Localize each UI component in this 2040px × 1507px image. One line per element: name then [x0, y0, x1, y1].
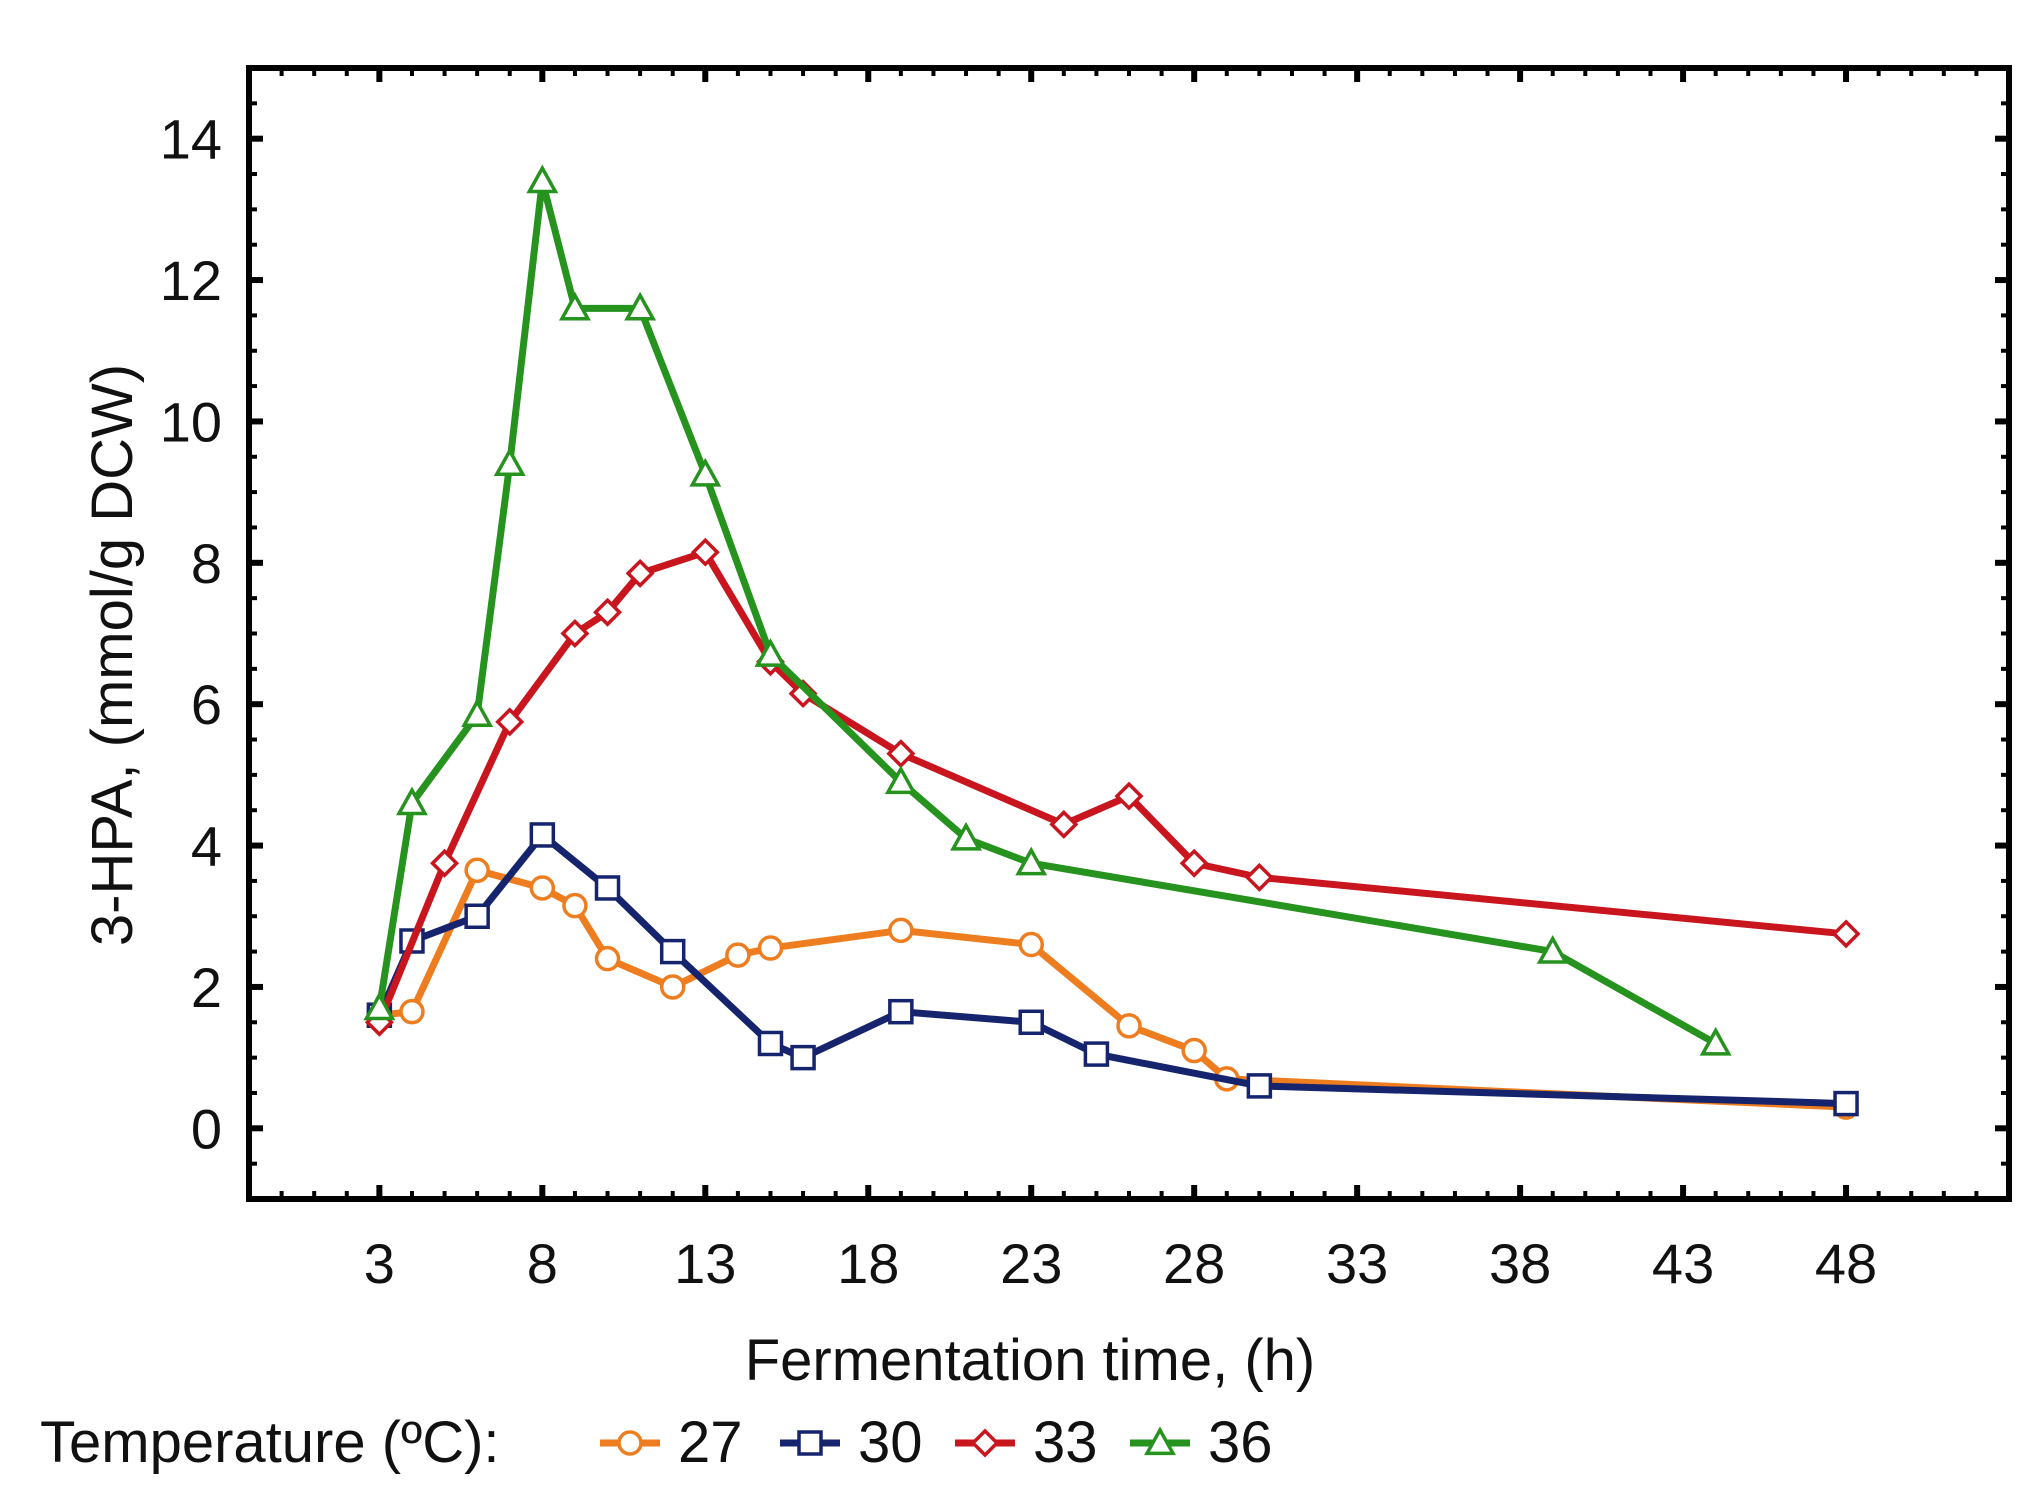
data-point-36 — [950, 821, 983, 851]
data-point-30 — [659, 938, 686, 965]
legend-entries: 27 30 33 36 — [600, 1410, 1273, 1475]
data-point-36 — [558, 291, 591, 321]
data-point-27 — [725, 942, 751, 968]
series-36 — [363, 164, 1732, 1056]
data-point-36 — [461, 698, 494, 727]
data-point-33 — [593, 597, 622, 627]
x-tick-label: 23 — [1000, 1232, 1062, 1295]
data-point-27 — [1181, 1037, 1207, 1064]
legend-swatch-marker — [797, 1430, 823, 1456]
data-point-30 — [757, 1030, 784, 1057]
y-axis-title: 3-HPA, (mmol/g DCW) — [80, 364, 145, 946]
x-tick-label: 33 — [1326, 1232, 1388, 1295]
data-point-27 — [757, 935, 784, 961]
data-point-27 — [399, 998, 425, 1025]
data-point-33 — [1179, 848, 1209, 878]
legend-swatch-marker — [617, 1430, 643, 1456]
data-point-27 — [594, 945, 621, 972]
data-point-33 — [495, 707, 525, 737]
data-point-36 — [754, 638, 787, 667]
data-point-30 — [1083, 1041, 1110, 1067]
legend-entry-36: 36 — [1130, 1410, 1273, 1475]
data-point-33 — [1114, 781, 1144, 811]
y-tick-label: 8 — [191, 532, 222, 595]
data-point-30 — [1246, 1073, 1273, 1099]
x-tick-label: 48 — [1815, 1232, 1877, 1295]
data-point-30 — [1018, 1009, 1044, 1036]
x-tick-label: 13 — [674, 1232, 736, 1295]
data-point-36 — [1699, 1026, 1732, 1056]
y-tick-label: 14 — [160, 108, 222, 171]
y-tick-label: 2 — [191, 956, 222, 1019]
x-tick-label: 8 — [527, 1232, 558, 1295]
data-point-27 — [1018, 931, 1044, 958]
y-tick-label: 12 — [160, 249, 222, 312]
legend-swatch-marker — [1144, 1426, 1176, 1456]
legend-entry-27: 27 — [600, 1410, 743, 1475]
data-point-36 — [1536, 934, 1569, 964]
x-tick-labels: 3 8 13 18 23 28 33 38 43 48 — [364, 1232, 1877, 1295]
data-point-30 — [888, 998, 914, 1025]
data-point-30 — [529, 822, 556, 848]
data-point-36 — [884, 765, 917, 795]
legend-entry-30: 30 — [780, 1410, 923, 1475]
data-point-30 — [464, 903, 490, 929]
data-point-36 — [395, 786, 428, 816]
data-point-27 — [562, 892, 588, 919]
x-tick-label: 18 — [837, 1232, 899, 1295]
y-tick-label: 6 — [191, 673, 222, 736]
data-point-33 — [1244, 862, 1274, 892]
legend-entry-33: 33 — [955, 1410, 1098, 1475]
data-point-33 — [1049, 809, 1079, 839]
data-point-27 — [529, 875, 556, 901]
x-tick-label: 28 — [1163, 1232, 1225, 1295]
data-point-36 — [1015, 846, 1048, 876]
major-ticks — [249, 68, 2009, 1199]
y-tick-label: 4 — [191, 815, 222, 878]
series-30 — [366, 822, 1859, 1117]
x-tick-label: 38 — [1489, 1232, 1551, 1295]
data-point-36 — [689, 457, 722, 487]
data-point-36 — [363, 991, 396, 1021]
series-line-36 — [375, 177, 1718, 1047]
data-point-33 — [430, 848, 460, 878]
y-tick-label: 0 — [191, 1097, 222, 1160]
data-point-27 — [659, 974, 686, 1000]
legend-label: 27 — [678, 1410, 743, 1475]
data-point-36 — [526, 164, 559, 194]
legend-swatch-marker — [970, 1428, 1000, 1458]
data-point-33 — [690, 537, 720, 567]
data-point-27 — [464, 857, 490, 884]
data-point-30 — [594, 875, 621, 901]
series-layer — [363, 164, 1861, 1120]
legend-label: 33 — [1033, 1410, 1098, 1475]
data-point-36 — [624, 291, 657, 321]
y-tick-label: 10 — [160, 390, 222, 453]
y-tick-labels: 0 2 4 6 8 10 12 14 — [160, 108, 222, 1161]
series-33 — [364, 537, 1861, 1037]
series-line-27 — [378, 866, 1847, 1111]
legend-label: 36 — [1208, 1410, 1273, 1475]
data-point-27 — [1116, 1013, 1142, 1039]
x-axis-title: Fermentation time, (h) — [745, 1328, 1316, 1393]
x-tick-label: 43 — [1652, 1232, 1714, 1295]
data-point-33 — [560, 619, 590, 648]
data-point-33 — [625, 558, 655, 588]
data-point-27 — [888, 917, 914, 944]
data-point-30 — [1833, 1090, 1859, 1117]
data-point-33 — [1831, 919, 1861, 949]
series-27 — [366, 857, 1859, 1120]
legend: Temperature (ºC): 27 30 33 36 — [40, 1410, 1273, 1475]
data-point-30 — [790, 1044, 816, 1071]
x-tick-label: 3 — [364, 1232, 395, 1295]
data-point-36 — [493, 447, 526, 476]
legend-label: 30 — [858, 1410, 923, 1475]
legend-title: Temperature (ºC): — [40, 1410, 500, 1475]
